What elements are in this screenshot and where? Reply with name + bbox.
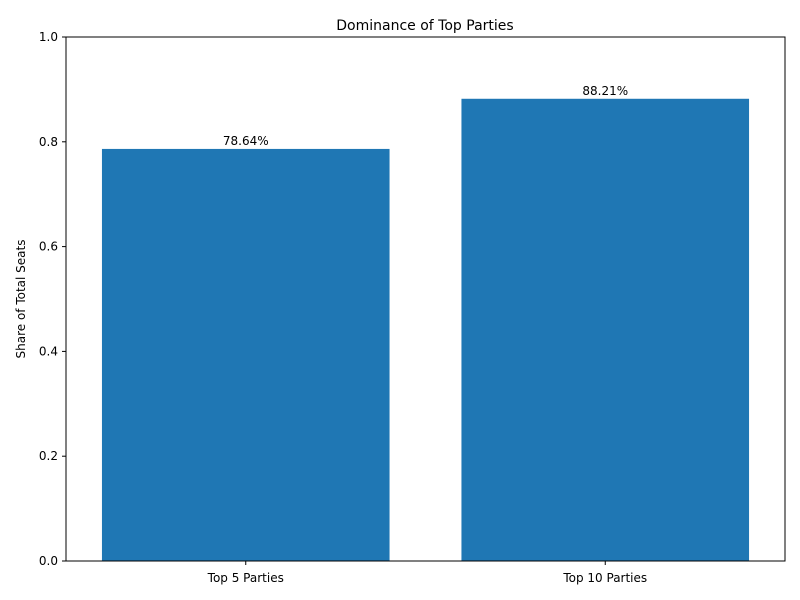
plot-area: 78.64% Top 5 Parties 88.21% Top 10 Parties 0… [39, 30, 786, 585]
y-axis-label: Share of Total Seats [14, 240, 28, 359]
y-tick-label-1: 0.0 [39, 554, 58, 568]
bar-2 [461, 98, 750, 561]
x-tick-label-1: Top 5 Parties [207, 571, 284, 585]
bar-1 [101, 148, 390, 562]
y-tick-label-4: 0.6 [39, 240, 58, 254]
plot-frame [65, 36, 786, 562]
y-tick-label-6: 1.0 [39, 30, 58, 44]
y-tick-label-5: 0.8 [39, 135, 58, 149]
y-tick-label-3: 0.4 [39, 344, 58, 358]
x-tick-label-2: Top 10 Parties [562, 571, 647, 585]
chart-title: Dominance of Top Parties [336, 18, 513, 34]
data-label-1: 78.64% [223, 134, 269, 148]
y-tick-label-2: 0.2 [39, 449, 58, 463]
data-label-2: 88.21% [582, 84, 628, 98]
